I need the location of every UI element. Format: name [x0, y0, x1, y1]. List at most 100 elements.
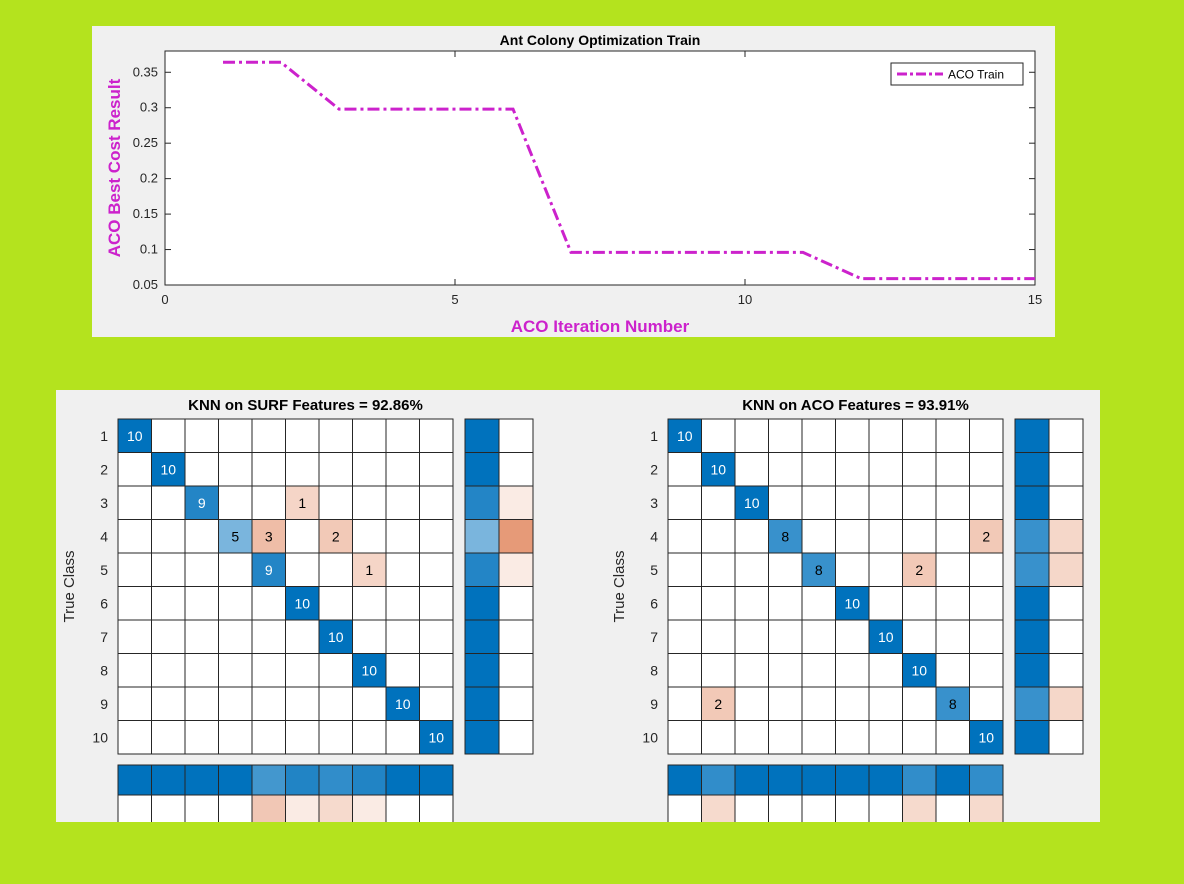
x-tick-label: 5	[451, 292, 458, 307]
row-summary-correct-aco	[1014, 686, 1050, 721]
col-summary-correct-aco	[835, 764, 870, 796]
cm-cell-surf	[419, 619, 454, 654]
cm-cell-aco	[801, 686, 836, 721]
cm-cell-surf	[385, 519, 420, 554]
cm-cell-surf	[251, 485, 286, 520]
cm-cell-surf	[419, 653, 454, 688]
row-summary-wrong-surf	[498, 418, 534, 453]
row-summary-correct-aco	[1014, 720, 1050, 755]
row-summary-wrong-surf	[498, 619, 534, 654]
cm-cell-surf	[218, 418, 253, 453]
row-summary-wrong-surf	[498, 552, 534, 587]
cm-cell-aco	[868, 485, 903, 520]
cm-cell-surf	[218, 653, 253, 688]
cm-cell-aco	[935, 686, 970, 721]
cm-cell-aco	[935, 653, 970, 688]
cm-cell-aco	[835, 452, 870, 487]
row-summary-wrong-surf	[498, 720, 534, 755]
cm-cell-value-surf: 10	[127, 428, 143, 444]
cm-cell-aco	[969, 619, 1004, 654]
cm-cell-aco	[935, 485, 970, 520]
y-tick-label: 0.05	[133, 277, 158, 292]
cm-cell-surf	[151, 485, 186, 520]
cm-cell-surf	[285, 552, 320, 587]
cm-cell-surf	[285, 485, 320, 520]
row-label-surf: 3	[100, 495, 108, 511]
cm-cell-surf	[352, 519, 387, 554]
row-label-aco: 7	[650, 629, 658, 645]
cm-cell-surf	[419, 418, 454, 453]
cm-cell-aco	[902, 720, 937, 755]
cm-cell-aco	[734, 653, 769, 688]
row-summary-wrong-surf	[498, 653, 534, 688]
cm-cell-aco	[969, 686, 1004, 721]
row-label-aco: 1	[650, 428, 658, 444]
cm-cell-aco	[768, 720, 803, 755]
cm-cell-value-aco: 10	[744, 495, 760, 511]
row-summary-wrong-surf	[498, 485, 534, 520]
cm-cell-surf	[352, 653, 387, 688]
cm-cell-surf	[218, 720, 253, 755]
cm-cell-value-aco: 2	[915, 562, 923, 578]
cm-cell-aco	[701, 485, 736, 520]
col-summary-correct-aco	[701, 764, 736, 796]
cm-cell-aco	[667, 519, 702, 554]
row-summary-wrong-aco	[1048, 653, 1084, 688]
cm-cell-surf	[318, 686, 353, 721]
cm-cell-aco	[667, 586, 702, 621]
cm-cell-value-surf: 5	[231, 528, 239, 544]
cm-cell-surf	[385, 619, 420, 654]
cm-cell-surf	[151, 586, 186, 621]
cm-cell-aco	[902, 552, 937, 587]
cm-cell-aco	[935, 519, 970, 554]
cm-cell-aco	[667, 653, 702, 688]
cm-cell-value-surf: 10	[361, 662, 377, 678]
row-summary-correct-surf	[464, 720, 500, 755]
cm-cell-aco	[667, 452, 702, 487]
chart-title: Ant Colony Optimization Train	[500, 32, 701, 48]
col-summary-wrong-aco	[768, 794, 803, 822]
cm-cell-surf	[385, 586, 420, 621]
cm-cell-surf	[151, 418, 186, 453]
cm-cell-surf	[419, 519, 454, 554]
cm-cell-aco	[801, 720, 836, 755]
x-tick-label: 15	[1028, 292, 1042, 307]
cm-cell-surf	[184, 452, 219, 487]
cm-cell-aco	[902, 586, 937, 621]
cm-cell-aco	[734, 519, 769, 554]
cm-cell-aco	[902, 485, 937, 520]
cm-cell-aco	[801, 619, 836, 654]
cm-cell-surf	[318, 452, 353, 487]
cm-cell-aco	[969, 586, 1004, 621]
x-tick-label: 0	[161, 292, 168, 307]
cm-cell-surf	[251, 586, 286, 621]
cm-cell-surf	[352, 586, 387, 621]
cm-cell-surf	[117, 452, 152, 487]
cm-cell-surf	[184, 686, 219, 721]
cm-cell-aco	[935, 552, 970, 587]
col-summary-correct-surf	[117, 764, 152, 796]
cm-cell-surf	[151, 686, 186, 721]
row-summary-correct-aco	[1014, 485, 1050, 520]
y-tick-label: 0.25	[133, 135, 158, 150]
cm-cell-surf	[352, 418, 387, 453]
cm-cell-surf	[285, 720, 320, 755]
row-label-surf: 7	[100, 629, 108, 645]
row-summary-correct-aco	[1014, 552, 1050, 587]
cm-cell-surf	[117, 686, 152, 721]
col-summary-correct-surf	[318, 764, 353, 796]
row-summary-correct-surf	[464, 653, 500, 688]
cm-cell-value-aco: 10	[878, 629, 894, 645]
cm-cell-aco	[768, 619, 803, 654]
row-label-aco: 6	[650, 595, 658, 611]
cm-cell-value-aco: 10	[911, 662, 927, 678]
cm-cell-aco	[801, 452, 836, 487]
cm-cell-surf	[352, 619, 387, 654]
col-summary-wrong-surf	[184, 794, 219, 822]
row-summary-wrong-aco	[1048, 485, 1084, 520]
col-summary-correct-surf	[352, 764, 387, 796]
col-summary-wrong-surf	[419, 794, 454, 822]
row-label-surf: 2	[100, 461, 108, 477]
col-summary-wrong-surf	[117, 794, 152, 822]
cm-cell-aco	[868, 586, 903, 621]
